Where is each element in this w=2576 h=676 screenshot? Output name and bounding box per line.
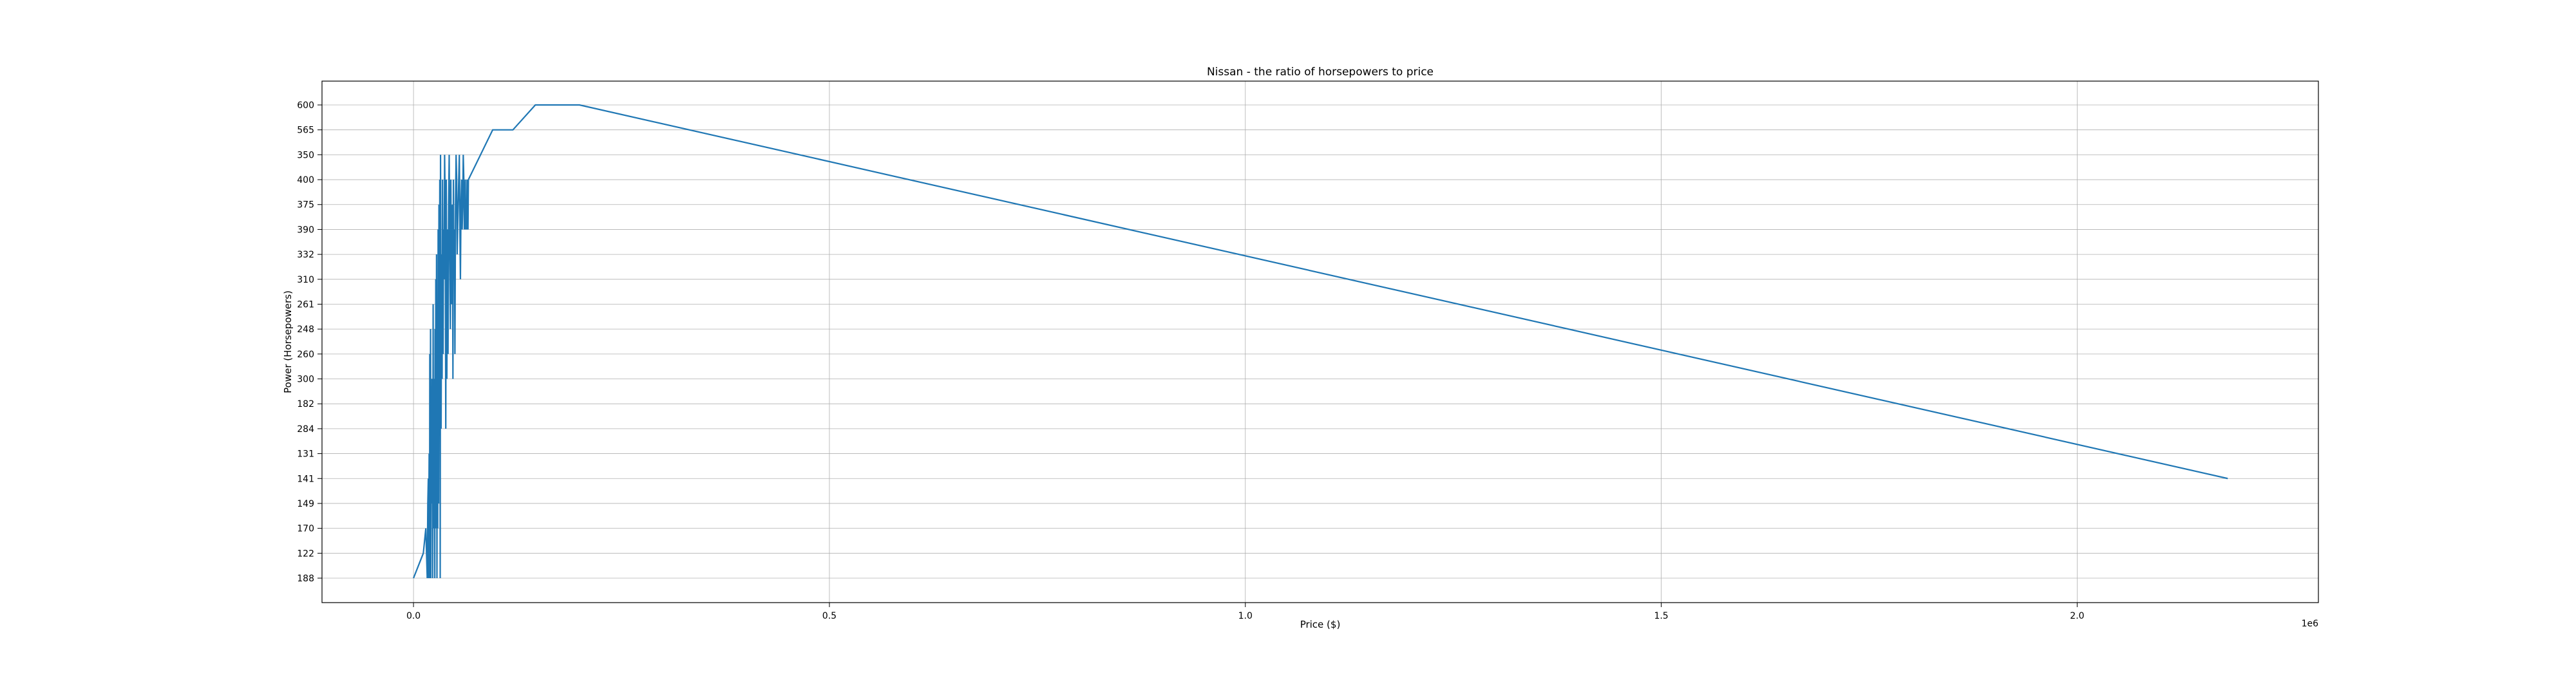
- x-tick-label: 1.0: [1238, 611, 1253, 621]
- x-axis-label: Price ($): [1300, 619, 1341, 630]
- y-tick-label: 310: [297, 275, 314, 285]
- y-tick-label: 375: [297, 200, 314, 211]
- plot-frame: [321, 80, 2319, 603]
- grid: [322, 81, 2318, 603]
- plot-background: [322, 81, 2318, 603]
- x-axis-ticks: 0.0 0.5 1.0 1.5 2.0: [406, 603, 2085, 621]
- x-axis-offset-label: 1e6: [2302, 619, 2319, 629]
- y-tick-label: 188: [297, 574, 314, 584]
- y-tick-label: 141: [297, 474, 314, 484]
- y-axis-ticks: 188 122 170 149 141 131 284 182 300 260 248 261 310 3…: [297, 100, 322, 584]
- y-tick-label: 248: [297, 324, 314, 335]
- y-tick-label: 600: [297, 100, 314, 111]
- y-axis-label: Power (Horsepowers): [282, 290, 294, 393]
- y-tick-label: 350: [297, 150, 314, 160]
- y-tick-label: 261: [297, 299, 314, 310]
- chart-title: Nissan - the ratio of horsepowers to pri…: [1207, 66, 1434, 79]
- y-tick-label: 284: [297, 424, 314, 435]
- x-tick-label: 1.5: [1654, 611, 1668, 621]
- y-tick-label: 149: [297, 499, 314, 509]
- y-tick-label: 400: [297, 175, 314, 185]
- series-line: [413, 104, 2228, 579]
- y-tick-label: 300: [297, 375, 314, 385]
- y-tick-label: 565: [297, 126, 314, 136]
- y-tick-label: 122: [297, 549, 314, 559]
- series-group: [413, 104, 2228, 579]
- y-tick-label: 182: [297, 399, 314, 409]
- y-tick-label: 390: [297, 225, 314, 235]
- x-tick-label: 2.0: [2070, 611, 2084, 621]
- x-tick-label: 0.5: [822, 611, 837, 621]
- y-tick-label: 260: [297, 350, 314, 360]
- y-tick-label: 131: [297, 449, 314, 460]
- x-tick-label: 0.0: [406, 611, 421, 621]
- y-tick-label: 332: [297, 250, 314, 260]
- y-tick-label: 170: [297, 524, 314, 534]
